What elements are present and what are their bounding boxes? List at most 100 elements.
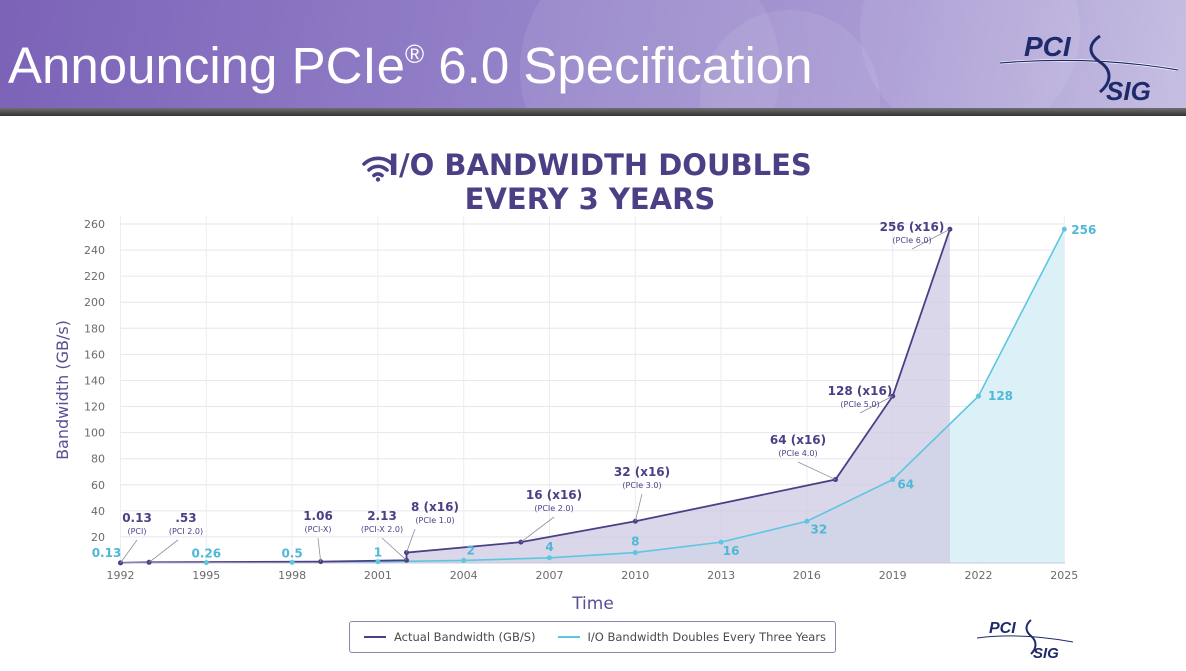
doubling-data-label: 64 (897, 478, 914, 492)
doubling-point (461, 557, 467, 563)
legend-item-doubling: I/O Bandwidth Doubles Every Three Years (544, 630, 826, 644)
annotation-leader (634, 493, 643, 522)
y-tick-label: 220 (84, 270, 105, 283)
registered-mark: ® (404, 39, 425, 69)
actual-data-label: 0.13 (122, 511, 152, 525)
doubling-data-label: 128 (988, 389, 1013, 403)
actual-data-sublabel: (PCIe 2.0) (534, 504, 573, 513)
actual-data-label: .53 (175, 511, 196, 525)
doubling-point (375, 559, 381, 565)
actual-data-label: 16 (x16) (526, 488, 582, 502)
doubling-point (718, 539, 724, 545)
slide-title-rest: 6.0 Specification (424, 37, 813, 94)
slide-title: Announcing PCIe® 6.0 Specification (8, 40, 813, 91)
title-banner: Announcing PCIe® 6.0 Specification PCI S… (0, 0, 1186, 116)
x-tick-label: 2022 (965, 569, 993, 582)
y-axis-title: Bandwidth (GB/s) (53, 320, 72, 460)
doubling-point (976, 393, 981, 399)
logo-top-pci-text: PCI (1024, 31, 1072, 62)
annotation-leader (148, 539, 179, 563)
annotation-leader (911, 228, 951, 250)
pci-sig-logo: PCI SIG (1000, 31, 1179, 106)
y-tick-label: 240 (84, 244, 105, 257)
x-tick-label: 2010 (621, 569, 649, 582)
annotation-leader (406, 528, 416, 553)
actual-data-sublabel: (PCI 2.0) (169, 527, 203, 536)
actual-data-label: 8 (x16) (411, 500, 459, 514)
annotation-leader (520, 516, 555, 543)
actual-line (120, 228, 951, 564)
doubling-point (804, 518, 810, 524)
x-tick-label: 1995 (192, 569, 220, 582)
doubling-data-label: 0.26 (191, 547, 221, 561)
y-tick-label: 260 (84, 218, 105, 231)
slide-title-main: Announcing PCIe (8, 37, 405, 94)
doubling-data-label: 1 (374, 546, 382, 560)
actual-data-sublabel: (PCIe 3.0) (622, 481, 661, 490)
actual-data-sublabel: (PCI-X 2.0) (361, 525, 403, 534)
x-tick-label: 2004 (450, 569, 478, 582)
actual-data-label: 32 (x16) (614, 465, 670, 479)
banner-decoration (860, 0, 1080, 116)
actual-data-sublabel: (PCI) (127, 527, 146, 536)
x-tick-label: 2007 (536, 569, 564, 582)
chart-title: I/O BANDWIDTH DOUBLES EVERY 3 YEARS (340, 148, 840, 216)
y-tick-label: 20 (91, 531, 105, 544)
doubling-data-label: 32 (811, 522, 828, 536)
doubling-data-label: 0.5 (281, 546, 302, 560)
x-tick-label: 2019 (879, 569, 907, 582)
y-tick-label: 40 (91, 505, 105, 518)
chart-legend: Actual Bandwidth (GB/S) I/O Bandwidth Do… (349, 621, 836, 653)
legend-label-actual: Actual Bandwidth (GB/S) (394, 630, 536, 644)
doubling-data-label: 8 (631, 535, 639, 549)
doubling-point (890, 477, 896, 483)
y-tick-label: 60 (91, 479, 105, 492)
doubling-point (632, 550, 638, 556)
actual-area (120, 229, 950, 563)
x-axis-title: Time (571, 594, 614, 614)
legend-swatch-actual (364, 636, 386, 638)
y-tick-label: 160 (84, 348, 105, 361)
annotation-leader (317, 537, 322, 562)
actual-data-sublabel: (PCIe 1.0) (415, 516, 454, 525)
chart-title-line-1: I/O BANDWIDTH DOUBLES (388, 148, 812, 182)
pci-sig-logo-small: PCI SIG (976, 619, 1074, 662)
logo-top-sig-text: SIG (1106, 76, 1151, 106)
banner-decoration (520, 0, 780, 116)
actual-data-sublabel: (PCIe 6.0) (892, 236, 931, 245)
annotation-leader (381, 537, 407, 561)
doubling-area (120, 229, 1065, 563)
actual-data-sublabel: (PCIe 4.0) (778, 449, 817, 458)
y-tick-label: 120 (84, 401, 105, 414)
doubling-data-label: 4 (545, 540, 553, 554)
actual-data-sublabel: (PCIe 5.0) (840, 400, 879, 409)
doubling-data-label: 0.13 (92, 546, 122, 560)
actual-data-sublabel: (PCI-X) (305, 525, 332, 534)
actual-data-label: 2.13 (367, 509, 397, 523)
doubling-point (203, 560, 209, 566)
logo-bottom-pci-text: PCI (989, 620, 1016, 637)
x-tick-label: 1998 (278, 569, 306, 582)
doubling-data-label: 2 (467, 543, 475, 557)
doubling-point (1061, 226, 1067, 232)
actual-data-label: 128 (x16) (828, 384, 893, 398)
x-tick-label: 2016 (793, 569, 821, 582)
y-tick-label: 140 (84, 374, 105, 387)
logo-bottom-sig-text: SIG (1033, 645, 1059, 662)
legend-item-actual: Actual Bandwidth (GB/S) (350, 630, 536, 644)
x-tick-label: 2001 (364, 569, 392, 582)
x-tick-label: 2013 (707, 569, 735, 582)
x-tick-label: 1992 (107, 569, 135, 582)
wifi-icon (362, 156, 394, 182)
y-tick-label: 180 (84, 322, 105, 335)
doubling-point (547, 555, 552, 561)
doubling-point (289, 559, 295, 565)
actual-data-label: 1.06 (303, 509, 333, 523)
legend-swatch-doubling (557, 636, 580, 638)
y-tick-label: 100 (84, 427, 105, 440)
annotation-leader (797, 461, 836, 480)
x-tick-label: 2025 (1050, 569, 1078, 582)
actual-data-label: 256 (x16) (880, 220, 945, 234)
actual-data-label: 64 (x16) (770, 433, 826, 447)
